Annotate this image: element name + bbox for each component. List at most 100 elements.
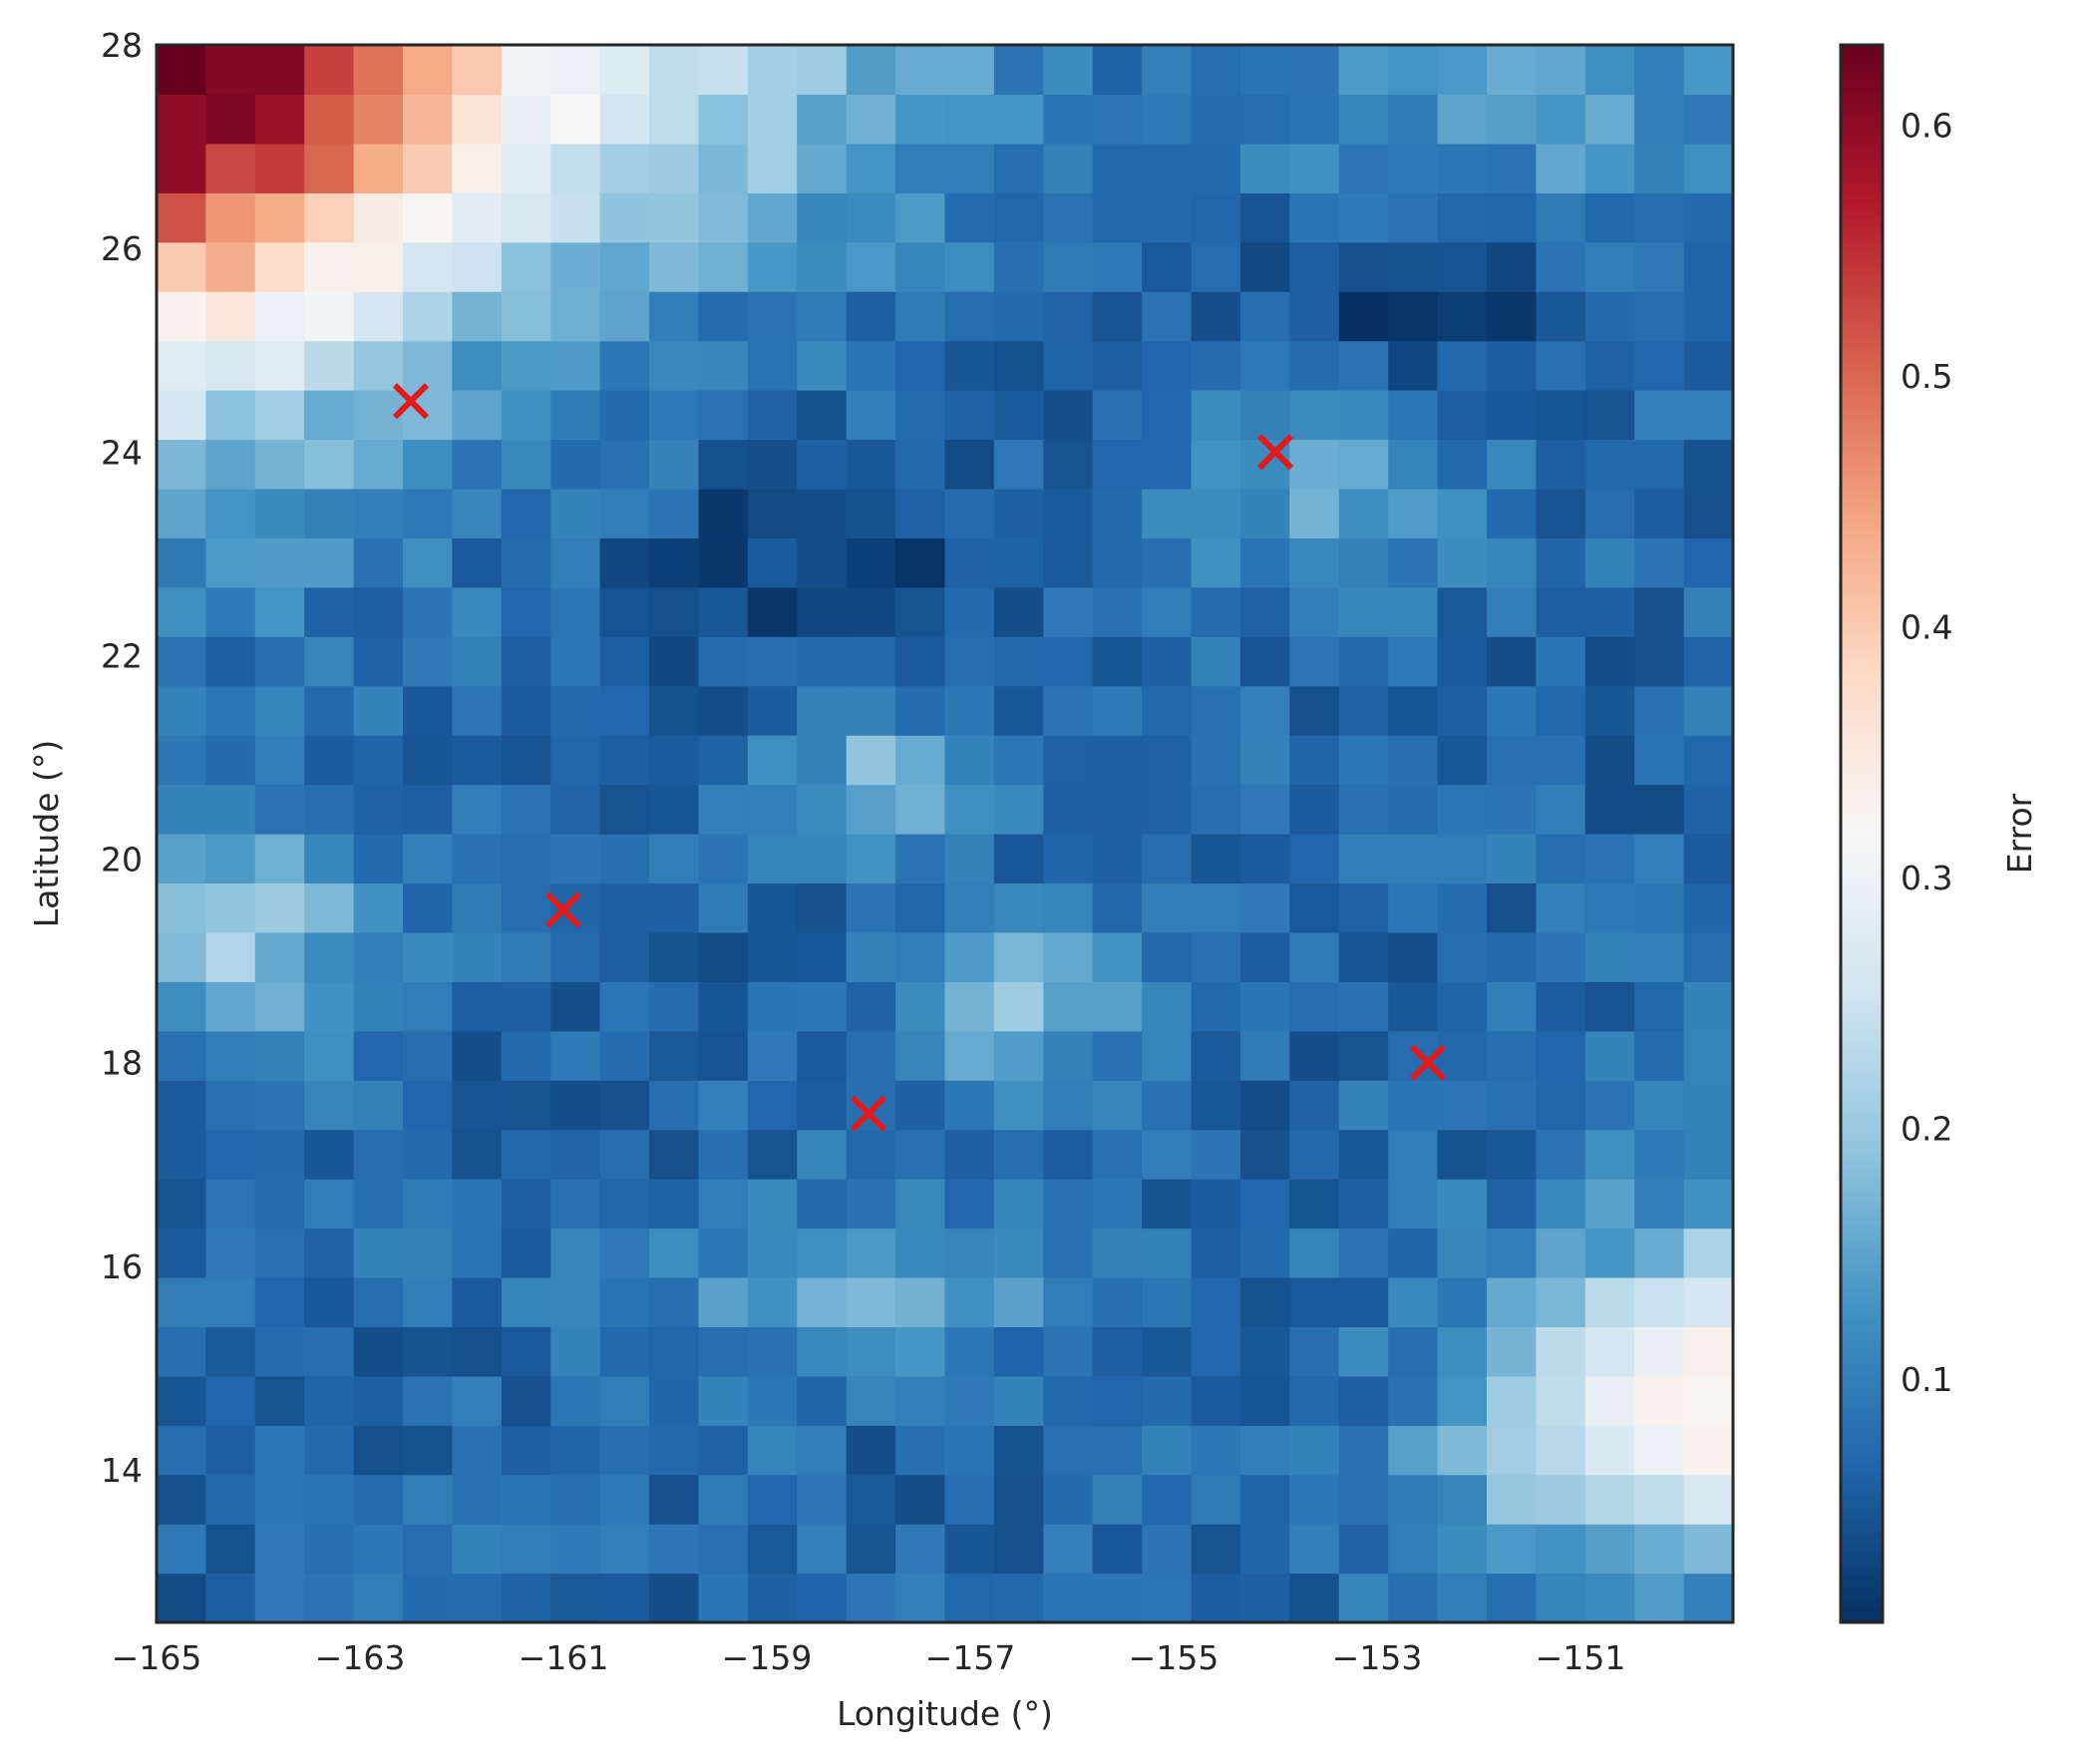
heatmap-cell [1142, 94, 1193, 145]
heatmap-cell [1289, 1179, 1340, 1230]
heatmap-cell [1191, 439, 1241, 490]
heatmap-cell [1536, 94, 1586, 145]
heatmap-cell [452, 192, 503, 243]
heatmap-cell [157, 390, 207, 441]
heatmap-cell [1437, 1228, 1488, 1278]
heatmap-cell [1486, 735, 1537, 786]
heatmap-cell [944, 1179, 995, 1230]
heatmap-cell [304, 488, 355, 538]
heatmap-cell [1486, 636, 1537, 687]
heatmap-cell [797, 291, 848, 342]
heatmap-cell [1584, 241, 1635, 292]
heatmap-cell [254, 1276, 305, 1327]
heatmap-cell [1536, 340, 1586, 391]
heatmap-cell [1239, 1474, 1290, 1525]
heatmap-cell [944, 439, 995, 490]
heatmap-cell [353, 1425, 404, 1476]
heatmap-cell [1142, 192, 1193, 243]
heatmap-cell [698, 882, 749, 933]
heatmap-cell [157, 1573, 207, 1623]
heatmap-cell [1388, 685, 1439, 736]
heatmap-cell [501, 1276, 551, 1327]
heatmap-cell [452, 1524, 503, 1575]
heatmap-cell [649, 1425, 700, 1476]
heatmap-cell [698, 1030, 749, 1081]
heatmap-cell [254, 784, 305, 835]
heatmap-cell [944, 931, 995, 982]
heatmap-cell [797, 1228, 848, 1278]
heatmap-cell [254, 1030, 305, 1081]
heatmap-cell [1584, 586, 1635, 637]
heatmap-cell [1142, 1228, 1193, 1278]
heatmap-cell [353, 488, 404, 538]
heatmap-cell [550, 45, 601, 96]
heatmap-cell [1683, 537, 1734, 588]
heatmap-cell [550, 192, 601, 243]
heatmap-cell [747, 192, 798, 243]
heatmap-cell [1486, 488, 1537, 538]
heatmap-cell [1536, 586, 1586, 637]
heatmap-cell [846, 1573, 896, 1623]
heatmap-cell [205, 1375, 256, 1426]
heatmap-cell [205, 931, 256, 982]
heatmap-cell [550, 931, 601, 982]
heatmap-cell [205, 488, 256, 538]
heatmap-cell [1338, 340, 1389, 391]
heatmap-cell [846, 1228, 896, 1278]
heatmap-cell [452, 1425, 503, 1476]
heatmap-cell [254, 45, 305, 96]
heatmap-cell [501, 1375, 551, 1426]
heatmap-cell [1486, 1524, 1537, 1575]
heatmap-cell [1388, 241, 1439, 292]
heatmap-cell [1191, 1524, 1241, 1575]
heatmap-cell [1584, 931, 1635, 982]
heatmap-cell [550, 1425, 601, 1476]
heatmap-cell [747, 1425, 798, 1476]
heatmap-cell [1142, 1179, 1193, 1230]
heatmap-cell [452, 784, 503, 835]
heatmap-cell [846, 931, 896, 982]
heatmap-cell [599, 636, 650, 687]
x-tick-label: −163 [315, 1638, 406, 1677]
colorbar-tick-label: 0.3 [1901, 859, 1952, 897]
heatmap-cell [895, 390, 946, 441]
heatmap-cell [1584, 882, 1635, 933]
heatmap-cell [1043, 241, 1094, 292]
x-tick-label: −151 [1536, 1638, 1626, 1677]
heatmap-cell [452, 340, 503, 391]
heatmap-cell [1289, 1276, 1340, 1327]
heatmap-cell [1191, 1276, 1241, 1327]
heatmap-cell [698, 537, 749, 588]
heatmap-cell [1486, 981, 1537, 1032]
heatmap-cell [797, 1179, 848, 1230]
heatmap-cell [1239, 390, 1290, 441]
heatmap-cell [944, 1375, 995, 1426]
heatmap-cell [353, 94, 404, 145]
heatmap-cell [1634, 1524, 1685, 1575]
heatmap-cell [993, 685, 1044, 736]
heatmap-cell [1289, 784, 1340, 835]
heatmap-cell [1142, 735, 1193, 786]
heatmap-cell [993, 784, 1044, 835]
heatmap-cell [254, 1129, 305, 1180]
heatmap-cell [1486, 143, 1537, 193]
heatmap-cell [1092, 45, 1143, 96]
heatmap-cell [1338, 882, 1389, 933]
heatmap-cell [1388, 1573, 1439, 1623]
heatmap-cell [1289, 1474, 1340, 1525]
heatmap-cell [205, 1080, 256, 1131]
heatmap-cell [797, 488, 848, 538]
heatmap-cell [1338, 1425, 1389, 1476]
heatmap-cell [1634, 784, 1685, 835]
heatmap-cell [895, 1276, 946, 1327]
heatmap-cell [1437, 586, 1488, 637]
heatmap-cell [1338, 586, 1389, 637]
heatmap-cell [1142, 1573, 1193, 1623]
heatmap-cell [895, 1179, 946, 1230]
heatmap-cell [304, 784, 355, 835]
heatmap-cell [1289, 1129, 1340, 1180]
heatmap-cell [304, 735, 355, 786]
heatmap-cell [1683, 291, 1734, 342]
heatmap-cell [1289, 1425, 1340, 1476]
heatmap-cell [304, 1080, 355, 1131]
